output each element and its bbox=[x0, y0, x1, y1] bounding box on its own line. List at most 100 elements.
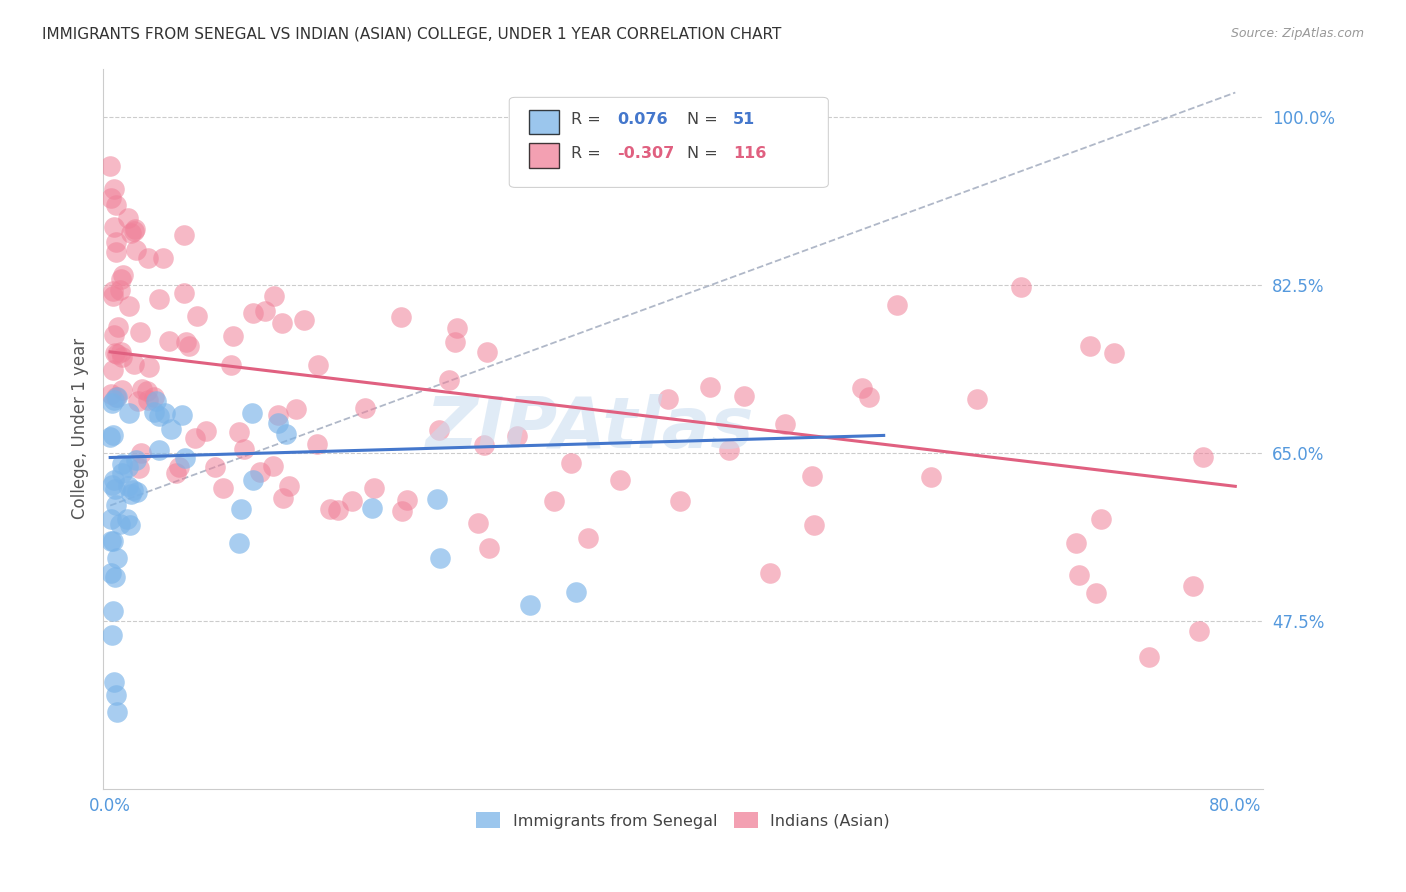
Point bbox=[103, 428, 125, 442]
Point bbox=[105, 390, 128, 404]
Point bbox=[1181, 579, 1204, 593]
Text: 0.076: 0.076 bbox=[617, 112, 668, 128]
Point bbox=[103, 328, 125, 343]
Point bbox=[228, 536, 250, 550]
Point bbox=[148, 409, 170, 423]
Point bbox=[429, 550, 451, 565]
Text: 51: 51 bbox=[733, 112, 755, 128]
Point bbox=[326, 503, 349, 517]
Legend: Immigrants from Senegal, Indians (Asian): Immigrants from Senegal, Indians (Asian) bbox=[470, 805, 897, 835]
Point bbox=[699, 380, 721, 394]
Point bbox=[101, 362, 124, 376]
Point bbox=[117, 460, 139, 475]
Point bbox=[733, 389, 755, 403]
Point bbox=[426, 491, 449, 506]
Text: ZIPAtlas: ZIPAtlas bbox=[426, 394, 755, 463]
Point bbox=[120, 487, 142, 501]
Point bbox=[98, 159, 121, 173]
Point bbox=[98, 430, 121, 444]
Point bbox=[138, 360, 160, 375]
Text: N =: N = bbox=[686, 146, 723, 161]
Point bbox=[103, 534, 125, 549]
Point bbox=[101, 477, 124, 491]
Point bbox=[278, 479, 301, 493]
Point bbox=[103, 674, 125, 689]
FancyBboxPatch shape bbox=[529, 144, 560, 168]
Point bbox=[135, 384, 157, 399]
Point bbox=[100, 566, 122, 580]
Point bbox=[124, 221, 146, 235]
Point bbox=[186, 309, 208, 323]
Point bbox=[136, 252, 159, 266]
Point bbox=[363, 482, 385, 496]
Point bbox=[1067, 568, 1090, 582]
Point bbox=[104, 688, 127, 702]
Point bbox=[443, 334, 465, 349]
Point bbox=[446, 321, 468, 335]
Point bbox=[165, 466, 187, 480]
Point bbox=[125, 453, 148, 467]
Point bbox=[389, 310, 412, 324]
Point bbox=[101, 604, 124, 618]
Point bbox=[101, 628, 124, 642]
Point bbox=[478, 541, 501, 555]
Text: Source: ZipAtlas.com: Source: ZipAtlas.com bbox=[1230, 27, 1364, 40]
Point bbox=[103, 219, 125, 234]
Point bbox=[609, 473, 631, 487]
Point bbox=[104, 235, 127, 250]
Point bbox=[100, 386, 122, 401]
Point bbox=[104, 245, 127, 260]
Point bbox=[1102, 346, 1125, 360]
Point bbox=[148, 442, 170, 457]
Point bbox=[115, 511, 138, 525]
Point bbox=[920, 469, 942, 483]
Point bbox=[249, 465, 271, 479]
Point bbox=[120, 226, 142, 240]
Point bbox=[519, 598, 541, 612]
Point bbox=[657, 392, 679, 406]
Point bbox=[475, 344, 498, 359]
Point bbox=[117, 211, 139, 226]
Point bbox=[1085, 586, 1108, 600]
Point bbox=[1010, 280, 1032, 294]
Point bbox=[103, 289, 125, 303]
Point bbox=[775, 417, 797, 432]
Point bbox=[1064, 536, 1087, 550]
Point bbox=[105, 705, 128, 719]
Point bbox=[242, 306, 264, 320]
Point bbox=[474, 438, 496, 452]
Point bbox=[1192, 450, 1215, 464]
Point bbox=[231, 502, 253, 516]
Point bbox=[104, 498, 127, 512]
Point bbox=[886, 298, 908, 312]
FancyBboxPatch shape bbox=[509, 97, 828, 187]
Point bbox=[222, 329, 245, 343]
Point bbox=[122, 224, 145, 238]
Point bbox=[103, 181, 125, 195]
Point bbox=[110, 345, 132, 359]
Point bbox=[851, 381, 873, 395]
Text: R =: R = bbox=[571, 146, 606, 161]
Point bbox=[110, 466, 132, 480]
Point bbox=[129, 445, 152, 459]
Point bbox=[294, 312, 316, 326]
Point bbox=[174, 335, 197, 350]
Point bbox=[111, 384, 134, 398]
Point bbox=[103, 392, 125, 407]
Point bbox=[108, 516, 131, 531]
Point bbox=[118, 299, 141, 313]
Point bbox=[100, 396, 122, 410]
Point bbox=[184, 431, 207, 445]
Point bbox=[858, 390, 880, 404]
Point bbox=[307, 437, 329, 451]
Point bbox=[1137, 650, 1160, 665]
Point bbox=[342, 493, 364, 508]
Point bbox=[104, 391, 127, 405]
Point bbox=[104, 346, 127, 360]
Point bbox=[669, 494, 692, 508]
Point bbox=[576, 531, 599, 545]
Point bbox=[173, 228, 195, 243]
Point bbox=[267, 416, 290, 430]
Point bbox=[111, 350, 134, 364]
Text: R =: R = bbox=[571, 112, 606, 128]
